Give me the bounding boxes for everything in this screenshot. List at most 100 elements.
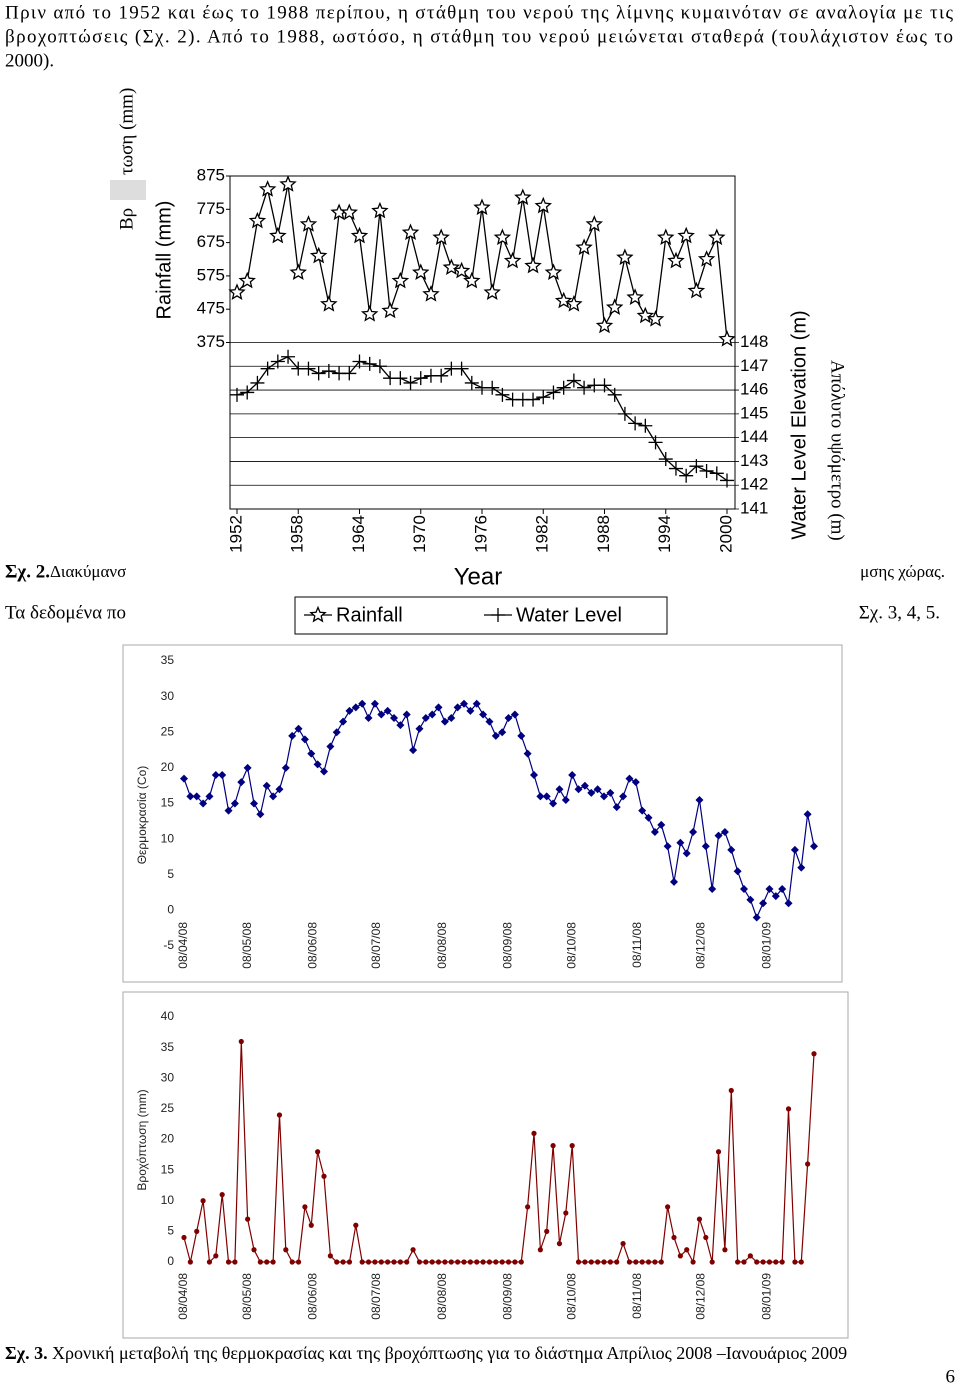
data-point [415, 724, 424, 733]
x-tick-label: 1982 [533, 515, 552, 553]
data-point [671, 1234, 677, 1241]
data-point [696, 1216, 703, 1222]
data-point [556, 380, 571, 395]
data-point [270, 1259, 276, 1265]
x-tick-label: 08/10/08 [564, 1273, 578, 1320]
paragraph-line: 2000). [5, 50, 54, 71]
data-point [315, 1149, 321, 1155]
y-tick-label: 375 [197, 332, 225, 351]
data-point [432, 228, 450, 246]
data-point [665, 1204, 671, 1210]
data-point [554, 291, 573, 309]
data-point [245, 1216, 251, 1222]
data-point [740, 885, 748, 893]
data-point [342, 366, 357, 381]
y-tick-label: 775 [197, 199, 225, 218]
data-point [187, 1259, 193, 1265]
data-point [410, 1247, 416, 1253]
chart-frame [122, 991, 849, 1339]
data-point [270, 354, 285, 369]
data-point [281, 349, 296, 364]
data-point [269, 226, 287, 244]
data-point [332, 728, 341, 737]
data-point [466, 706, 475, 715]
data-point [695, 795, 704, 804]
data-point [264, 1259, 270, 1265]
data-point [403, 375, 418, 390]
data-point [493, 1259, 499, 1265]
data-point [555, 785, 564, 794]
y-tick-label: 5 [167, 1224, 174, 1238]
y-tick-label: 35 [161, 653, 175, 667]
data-point [381, 301, 399, 319]
data-point [652, 1259, 658, 1265]
data-point [421, 714, 430, 722]
data-point [396, 721, 405, 730]
data-point [798, 1259, 804, 1265]
data-point [181, 1234, 187, 1241]
y-tick-label: 475 [197, 299, 225, 318]
data-point [472, 699, 481, 708]
data-point [720, 473, 734, 488]
data-point [422, 284, 440, 302]
data-point [524, 256, 542, 274]
data-point [359, 1259, 365, 1265]
data-point [542, 792, 551, 801]
data-point [383, 706, 392, 715]
data-point [257, 1259, 263, 1265]
data-point [577, 380, 592, 395]
data-point [766, 1259, 773, 1265]
y-axis-label: Θερμοκρασία (Co) [135, 766, 149, 865]
data-point [619, 792, 628, 801]
data-point [607, 1259, 613, 1265]
x-tick-label: 08/08/08 [435, 922, 449, 969]
data-point [364, 714, 373, 722]
data-point [709, 1259, 715, 1265]
data-point [747, 1253, 753, 1259]
caption-text: Χρονική μεταβολή της θερμοκρασίας και τη… [52, 1343, 847, 1363]
data-point [670, 877, 678, 886]
data-point [534, 196, 552, 214]
data-point [495, 387, 510, 402]
legend-marker [491, 608, 505, 622]
y-tick-label: 30 [161, 1070, 175, 1084]
data-point [728, 1087, 734, 1094]
data-point [526, 392, 541, 407]
data-point [194, 1228, 200, 1234]
data-point [574, 785, 583, 794]
data-point [667, 251, 685, 269]
data-point [289, 1259, 295, 1265]
data-point [677, 1253, 683, 1259]
data-point [568, 771, 577, 779]
data-point [546, 385, 561, 400]
data-point [485, 380, 500, 395]
data-point [631, 778, 640, 787]
data-point [575, 238, 593, 256]
data-point [523, 749, 532, 758]
data-point [620, 1241, 626, 1247]
x-tick-label: 08/09/08 [501, 922, 515, 969]
data-point [657, 820, 666, 829]
data-point [644, 813, 653, 822]
data-point [805, 1161, 811, 1167]
data-point [378, 1259, 384, 1265]
data-point [687, 281, 706, 299]
data-point [485, 717, 494, 726]
x-tick-label: 08/10/08 [564, 922, 578, 969]
data-point [308, 1222, 314, 1228]
data-point [360, 305, 379, 322]
y-tick-label: 20 [161, 1132, 175, 1146]
data-point [650, 828, 659, 836]
data-point [416, 1259, 423, 1265]
data-point [645, 1259, 652, 1265]
data-point [453, 703, 462, 712]
overlay-icon [110, 180, 146, 200]
data-point [531, 1130, 537, 1136]
data-point [658, 1259, 664, 1265]
data-point [362, 356, 377, 371]
data-point [473, 198, 491, 216]
data-point [352, 354, 367, 369]
data-point [413, 371, 428, 386]
data-point [350, 226, 369, 244]
data-point [365, 1259, 372, 1265]
